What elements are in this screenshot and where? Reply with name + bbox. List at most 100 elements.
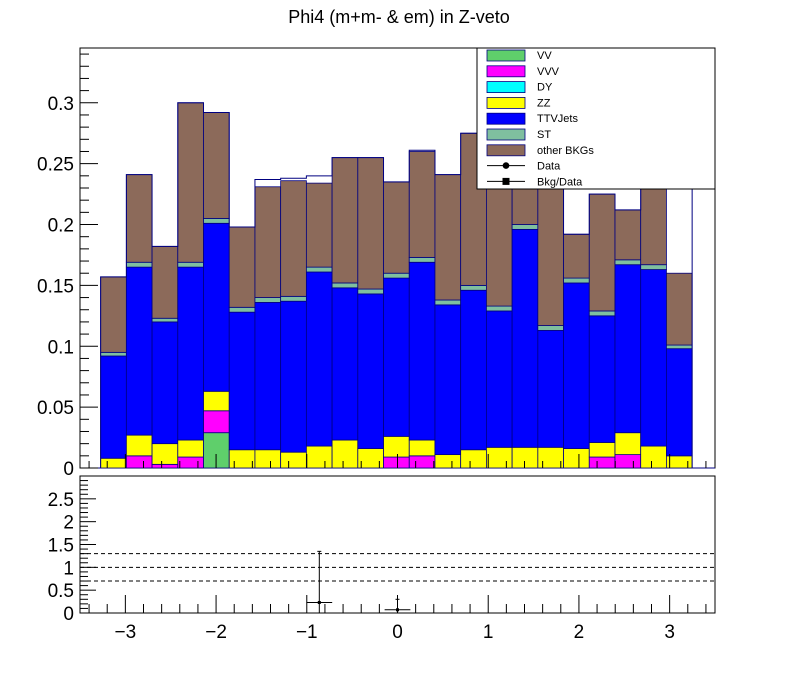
ratio-y-tick-label: 2 xyxy=(63,513,74,534)
bar-st-bin-7 xyxy=(280,295,307,302)
y-tick-label: 0.15 xyxy=(37,276,74,297)
bar-zz-bin-18 xyxy=(563,448,590,469)
main-y-axis: 0 0.05 0.1 0.15 0.2 0.25 0.3 xyxy=(37,53,98,480)
bar-ttvjets-bin-11 xyxy=(383,277,410,437)
bar-ttvjets-bin-8 xyxy=(305,271,333,447)
bar-other-bkgs-bin-4 xyxy=(203,112,230,219)
bar-st-bin-19 xyxy=(588,310,616,317)
bar-other-bkgs-bin-0 xyxy=(100,276,127,353)
bar-st-bin-8 xyxy=(305,266,333,273)
legend-swatch-st xyxy=(486,128,526,141)
bar-other-bkgs-bin-22 xyxy=(666,272,693,346)
legend-label: Data xyxy=(537,161,561,173)
bar-ttvjets-bin-16 xyxy=(511,228,539,448)
legend-swatch-vvv xyxy=(486,65,526,78)
bar-ttvjets-bin-9 xyxy=(331,287,359,441)
ratio-x-axis: −3 −2 −1 0 1 2 3 xyxy=(88,595,707,643)
bar-vvv-bin-19 xyxy=(588,456,616,469)
bar-zz-bin-17 xyxy=(537,446,564,469)
bar-st-bin-4 xyxy=(203,218,230,224)
bar-st-bin-15 xyxy=(485,305,513,312)
bar-other-bkgs-bin-2 xyxy=(151,246,179,319)
bar-vvv-bin-3 xyxy=(177,456,204,469)
bar-ttvjets-bin-20 xyxy=(614,264,642,434)
bar-ttvjets-bin-22 xyxy=(666,348,693,457)
bar-vvv-bin-2 xyxy=(151,463,179,469)
ratio-y-tick-label: 2.5 xyxy=(48,490,74,511)
bar-other-bkgs-bin-18 xyxy=(563,233,590,279)
bar-other-bkgs-bin-12 xyxy=(408,151,436,258)
bar-st-bin-22 xyxy=(666,344,693,350)
bar-zz-bin-2 xyxy=(151,443,179,465)
bar-st-bin-20 xyxy=(614,259,642,266)
bar-zz-bin-0 xyxy=(100,457,127,469)
bar-other-bkgs-bin-1 xyxy=(125,174,153,263)
bar-zz-bin-15 xyxy=(485,446,513,469)
legend-label: DY xyxy=(537,82,553,94)
legend-label: VV xyxy=(537,50,552,62)
bar-vvv-bin-12 xyxy=(408,455,436,469)
bar-ttvjets-bin-21 xyxy=(640,269,667,447)
ratio-y-tick-label: 0 xyxy=(63,604,74,625)
bar-vv-bin-4 xyxy=(203,432,230,469)
ratio-y-axis: 00.511.522.5 xyxy=(48,475,96,625)
bar-ttvjets-bin-19 xyxy=(588,315,616,443)
bar-st-bin-6 xyxy=(254,297,282,303)
bar-ttvjets-bin-6 xyxy=(254,302,282,451)
bar-ttvjets-bin-10 xyxy=(357,293,384,449)
bar-ttvjets-bin-5 xyxy=(228,311,256,451)
bar-other-bkgs-bin-8 xyxy=(305,182,333,268)
bar-other-bkgs-bin-5 xyxy=(228,226,256,308)
bar-st-bin-12 xyxy=(408,256,436,263)
x-tick-label: −2 xyxy=(205,622,227,643)
bar-st-bin-18 xyxy=(563,277,590,284)
bar-other-bkgs-bin-9 xyxy=(331,157,359,284)
legend-label: VVV xyxy=(537,66,560,78)
bar-ttvjets-bin-7 xyxy=(280,300,307,453)
bar-zz-bin-1 xyxy=(125,434,153,457)
x-tick-label: 0 xyxy=(392,622,403,643)
bar-vvv-bin-11 xyxy=(383,456,410,469)
bar-ttvjets-bin-14 xyxy=(460,289,487,451)
x-tick-label: 3 xyxy=(664,622,675,643)
y-tick-label: 0.1 xyxy=(48,337,74,358)
bar-ttvjets-bin-3 xyxy=(177,266,204,441)
legend-swatch-other-bkgs xyxy=(486,144,526,157)
bar-zz-bin-19 xyxy=(588,442,616,458)
x-tick-label: −1 xyxy=(296,622,318,643)
bar-zz-bin-20 xyxy=(614,432,642,456)
bar-st-bin-21 xyxy=(640,264,667,270)
legend-label: ST xyxy=(537,129,551,141)
y-tick-label: 0.3 xyxy=(48,94,74,115)
bar-vvv-bin-1 xyxy=(125,455,153,469)
bar-other-bkgs-bin-13 xyxy=(434,174,462,301)
bar-zz-bin-14 xyxy=(460,449,487,469)
bar-st-bin-17 xyxy=(537,325,564,331)
bar-zz-bin-21 xyxy=(640,445,667,469)
legend-swatch-vv xyxy=(486,49,526,62)
legend-label: other BKGs xyxy=(537,145,594,157)
y-tick-label: 0.2 xyxy=(48,216,74,237)
bar-other-bkgs-bin-6 xyxy=(254,186,282,298)
bar-other-bkgs-bin-19 xyxy=(588,193,616,312)
bar-zz-bin-4 xyxy=(203,390,230,412)
bar-other-bkgs-bin-3 xyxy=(177,102,204,263)
stack-outline xyxy=(80,102,715,469)
y-tick-label: 0.05 xyxy=(37,398,74,419)
chart-title: Phi4 (m+m- & em) in Z-veto xyxy=(288,7,510,27)
bar-ttvjets-bin-18 xyxy=(563,282,590,449)
bar-st-bin-11 xyxy=(383,272,410,279)
ratio-y-tick-label: 1 xyxy=(63,558,74,579)
bar-zz-bin-6 xyxy=(254,449,282,469)
bar-ttvjets-bin-2 xyxy=(151,321,179,445)
bar-zz-bin-3 xyxy=(177,439,204,458)
bar-ttvjets-bin-17 xyxy=(537,330,564,448)
main-x-axis xyxy=(88,454,707,468)
bar-zz-bin-8 xyxy=(305,445,333,469)
legend-swatch-zz xyxy=(486,97,526,109)
bar-ttvjets-bin-12 xyxy=(408,261,436,441)
legend-marker-square xyxy=(502,177,510,185)
ratio-point-marker-0 xyxy=(317,600,321,604)
